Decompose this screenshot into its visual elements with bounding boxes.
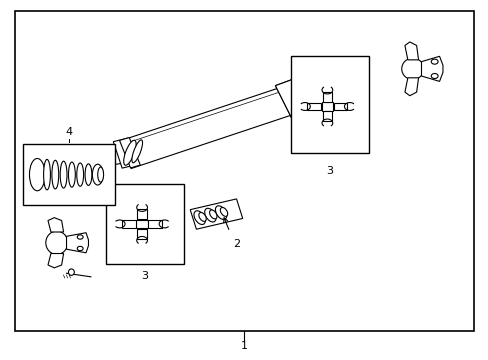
Ellipse shape bbox=[123, 140, 136, 165]
Polygon shape bbox=[275, 75, 320, 118]
Bar bbox=[333, 103, 346, 110]
Circle shape bbox=[430, 73, 437, 78]
Ellipse shape bbox=[68, 269, 74, 275]
Bar bbox=[322, 111, 331, 121]
Polygon shape bbox=[48, 218, 63, 232]
Ellipse shape bbox=[401, 58, 423, 80]
Bar bbox=[122, 220, 136, 228]
Bar bbox=[307, 103, 321, 110]
Circle shape bbox=[314, 84, 321, 89]
Ellipse shape bbox=[209, 210, 217, 219]
Bar bbox=[137, 209, 147, 219]
Polygon shape bbox=[275, 75, 320, 118]
Text: 3: 3 bbox=[325, 166, 333, 176]
Ellipse shape bbox=[199, 212, 206, 221]
Ellipse shape bbox=[98, 167, 103, 182]
Ellipse shape bbox=[132, 140, 142, 163]
Polygon shape bbox=[307, 82, 326, 98]
Ellipse shape bbox=[52, 160, 59, 189]
Circle shape bbox=[430, 59, 437, 64]
Polygon shape bbox=[292, 74, 325, 113]
Bar bbox=[321, 102, 332, 111]
Circle shape bbox=[313, 91, 320, 96]
Polygon shape bbox=[190, 199, 242, 229]
Polygon shape bbox=[48, 253, 63, 268]
Ellipse shape bbox=[215, 206, 226, 220]
Polygon shape bbox=[404, 78, 418, 96]
Bar bbox=[15, 12, 473, 330]
Circle shape bbox=[77, 246, 83, 251]
Polygon shape bbox=[421, 56, 442, 81]
Polygon shape bbox=[404, 42, 418, 60]
Bar bbox=[136, 220, 148, 228]
Ellipse shape bbox=[60, 161, 67, 188]
Ellipse shape bbox=[204, 208, 216, 222]
Ellipse shape bbox=[77, 163, 83, 186]
Text: 3: 3 bbox=[141, 271, 148, 282]
Bar bbox=[137, 229, 147, 239]
Polygon shape bbox=[119, 80, 313, 168]
Circle shape bbox=[77, 235, 83, 239]
Bar bbox=[148, 220, 162, 228]
Bar bbox=[322, 92, 331, 102]
Text: 2: 2 bbox=[233, 239, 240, 249]
Polygon shape bbox=[69, 144, 132, 172]
Polygon shape bbox=[66, 233, 88, 253]
Ellipse shape bbox=[194, 211, 205, 225]
Polygon shape bbox=[113, 138, 137, 168]
Ellipse shape bbox=[85, 164, 92, 185]
Polygon shape bbox=[119, 138, 140, 168]
Bar bbox=[105, 184, 183, 264]
Bar bbox=[290, 56, 368, 153]
Ellipse shape bbox=[220, 207, 227, 216]
Ellipse shape bbox=[92, 164, 103, 185]
Text: 4: 4 bbox=[65, 127, 72, 137]
Ellipse shape bbox=[46, 231, 68, 255]
Ellipse shape bbox=[43, 159, 50, 190]
Text: 1: 1 bbox=[241, 341, 247, 351]
Ellipse shape bbox=[68, 162, 75, 187]
Bar bbox=[22, 144, 115, 205]
Ellipse shape bbox=[29, 158, 45, 191]
